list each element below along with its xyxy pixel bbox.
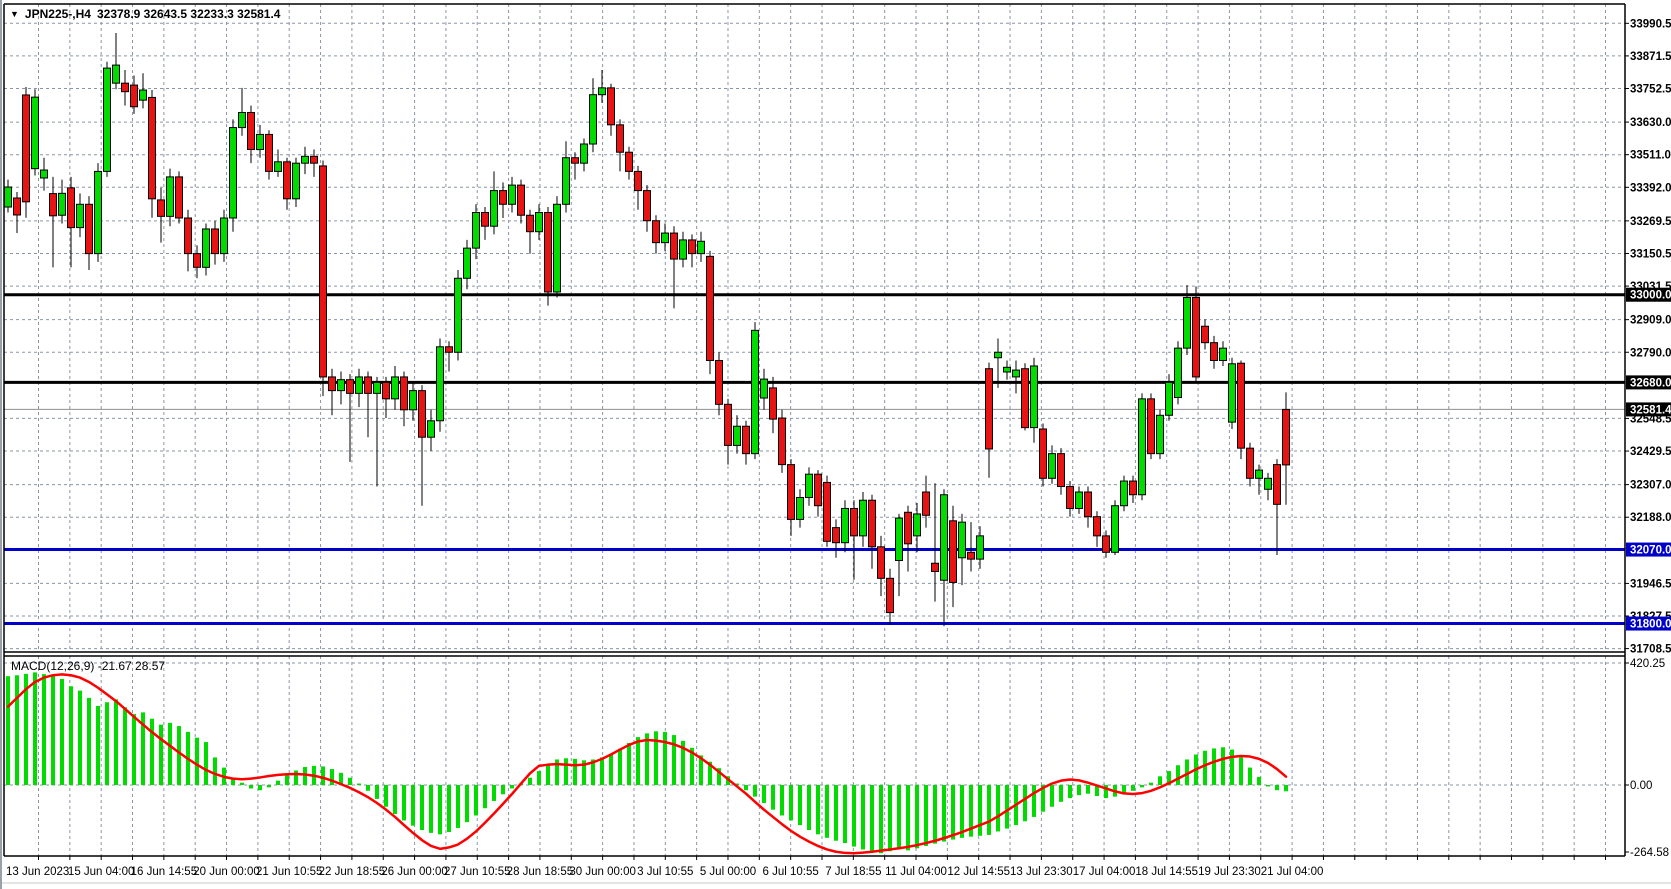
svg-text:21 Jul 04:00: 21 Jul 04:00 [1261, 866, 1324, 878]
svg-text:15 Jun 04:00: 15 Jun 04:00 [68, 866, 135, 878]
svg-text:32790.0: 32790.0 [1630, 347, 1671, 359]
svg-text:28 Jun 18:55: 28 Jun 18:55 [507, 866, 574, 878]
candles-group [4, 33, 1290, 627]
svg-text:3 Jul 10:55: 3 Jul 10:55 [637, 866, 693, 878]
svg-text:33630.0: 33630.0 [1630, 117, 1671, 129]
chart-title-bar: ▼ JPN225-,H4 32378.9 32643.5 32233.3 325… [10, 7, 280, 21]
svg-text:26 Jun 00:00: 26 Jun 00:00 [381, 866, 448, 878]
svg-text:13 Jul 23:30: 13 Jul 23:30 [1010, 866, 1073, 878]
horizontal-level-lines [4, 293, 1625, 626]
svg-text:33752.5: 33752.5 [1630, 84, 1671, 96]
svg-text:16 Jun 14:55: 16 Jun 14:55 [131, 866, 198, 878]
svg-text:31800.0: 31800.0 [1630, 619, 1671, 631]
svg-text:32070.0: 32070.0 [1630, 545, 1671, 557]
svg-text:17 Jul 04:00: 17 Jul 04:00 [1073, 866, 1136, 878]
symbol-dropdown-icon[interactable]: ▼ [10, 9, 19, 19]
svg-text:33871.5: 33871.5 [1630, 51, 1671, 63]
macd-indicator-label: MACD(12,26,9) -21.67 28.57 [11, 659, 166, 673]
svg-text:27 Jun 10:55: 27 Jun 10:55 [444, 866, 511, 878]
svg-text:7 Jul 18:55: 7 Jul 18:55 [825, 866, 881, 878]
macd-signal-line [6, 673, 1288, 855]
svg-text:13 Jun 2023: 13 Jun 2023 [6, 866, 69, 878]
svg-text:31708.5: 31708.5 [1630, 644, 1671, 656]
svg-text:12 Jul 14:55: 12 Jul 14:55 [947, 866, 1010, 878]
macd-axis: 420.25 0.00 -264.58 [1625, 658, 1669, 859]
svg-text:20 Jun 00:00: 20 Jun 00:00 [193, 866, 260, 878]
level-price-label-box: 33000.0 [1626, 287, 1671, 302]
svg-text:420.25: 420.25 [1630, 658, 1665, 670]
svg-text:19 Jul 23:30: 19 Jul 23:30 [1198, 866, 1261, 878]
level-price-label-box: 32070.0 [1626, 542, 1671, 557]
svg-text:32581.4: 32581.4 [1630, 404, 1671, 416]
svg-text:32909.0: 32909.0 [1630, 315, 1671, 327]
svg-text:31946.5: 31946.5 [1630, 578, 1671, 590]
price-axis: 33990.5 33871.5 33752.5 33630.0 33511.0 33392… [1625, 18, 1671, 656]
svg-text:33990.5: 33990.5 [1630, 18, 1671, 30]
symbol-period-label: JPN225-,H4 [24, 7, 91, 21]
svg-text:30 Jun 00:00: 30 Jun 00:00 [569, 866, 636, 878]
svg-text:33392.0: 33392.0 [1630, 182, 1671, 194]
svg-text:32188.0: 32188.0 [1630, 512, 1671, 524]
svg-text:6 Jul 10:55: 6 Jul 10:55 [763, 866, 819, 878]
svg-text:33269.5: 33269.5 [1630, 216, 1671, 228]
current-price-label-box: 32581.4 [1626, 402, 1671, 417]
level-price-label-box: 32680.0 [1626, 375, 1671, 390]
svg-text:33150.5: 33150.5 [1630, 248, 1671, 260]
level-price-label-box: 31800.0 [1626, 616, 1671, 631]
svg-text:0.00: 0.00 [1630, 780, 1652, 792]
svg-text:32429.5: 32429.5 [1630, 446, 1671, 458]
svg-text:32680.0: 32680.0 [1630, 377, 1671, 389]
svg-text:18 Jul 14:55: 18 Jul 14:55 [1135, 866, 1198, 878]
svg-text:32307.0: 32307.0 [1630, 480, 1671, 492]
svg-text:5 Jul 00:00: 5 Jul 00:00 [700, 866, 756, 878]
svg-text:22 Jun 18:55: 22 Jun 18:55 [319, 866, 386, 878]
svg-text:33511.0: 33511.0 [1630, 150, 1671, 162]
grid-lines [4, 4, 1625, 856]
svg-text:33000.0: 33000.0 [1630, 290, 1671, 302]
ohlc-summary: 32378.9 32643.5 32233.3 32581.4 [96, 7, 281, 21]
svg-text:11 Jul 04:00: 11 Jul 04:00 [885, 866, 947, 878]
svg-text:-264.58: -264.58 [1630, 847, 1669, 859]
svg-text:21 Jun 10:55: 21 Jun 10:55 [256, 866, 323, 878]
svg-text:32548.5: 32548.5 [1630, 413, 1671, 425]
